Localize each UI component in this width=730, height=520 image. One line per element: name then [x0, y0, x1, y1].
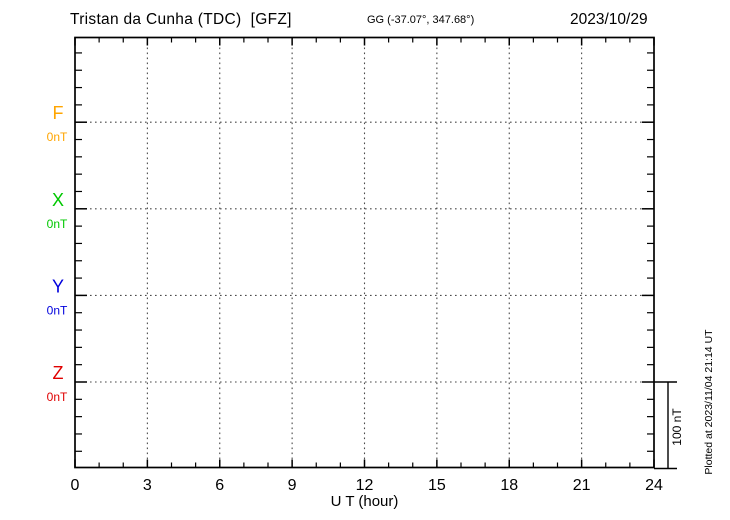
x-tick-label-21: 21 — [573, 477, 591, 494]
plotted-at-note: Plotted at 2023/11/04 21:14 UT — [703, 329, 715, 475]
series-label-Z: Z — [53, 363, 64, 383]
geographic-coordinates: GG (-37.07°, 347.68°) — [367, 14, 475, 26]
x-tick-label-0: 0 — [71, 477, 80, 494]
page-title: Tristan da Cunha (TDC) [GFZ] — [70, 11, 292, 28]
x-tick-label-24: 24 — [645, 477, 663, 494]
series-label-X: X — [52, 190, 64, 210]
x-tick-label-3: 3 — [143, 477, 152, 494]
series-label-Y: Y — [52, 276, 64, 296]
x-axis-title: U T (hour) — [331, 493, 399, 510]
series-baseline-value-X: 0nT — [47, 217, 68, 231]
scale-bar-label: 100 nT — [670, 408, 684, 446]
x-tick-label-6: 6 — [215, 477, 224, 494]
series-baseline-value-Z: 0nT — [47, 390, 68, 404]
series-baseline-value-Y: 0nT — [47, 303, 68, 317]
series-baseline-value-F: 0nT — [47, 130, 68, 144]
series-label-F: F — [53, 103, 64, 123]
x-tick-label-18: 18 — [500, 477, 518, 494]
x-tick-label-12: 12 — [356, 477, 374, 494]
plot-frame — [74, 36, 655, 469]
plot-date: 2023/10/29 — [570, 11, 648, 28]
x-tick-label-15: 15 — [428, 477, 446, 494]
x-tick-label-9: 9 — [288, 477, 297, 494]
